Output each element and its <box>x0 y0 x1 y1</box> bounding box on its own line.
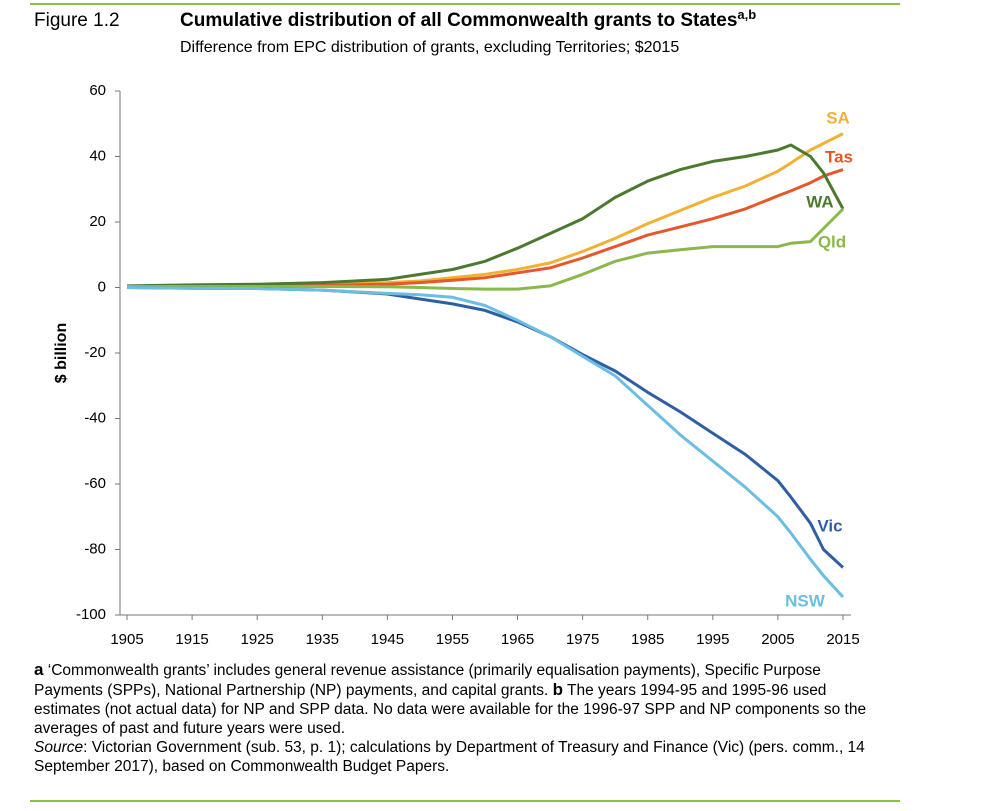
note-b-marker: b <box>552 680 564 699</box>
note-ab: a ‘Commonwealth grants’ includes general… <box>34 660 894 738</box>
note-b-text: The years 1994-95 and 1995-96 used estim… <box>34 682 867 737</box>
series-label: NSW <box>785 591 826 610</box>
x-tick-label: 1985 <box>631 631 664 648</box>
source-text: Victorian Government (sub. 53, p. 1); ca… <box>34 739 865 775</box>
title-text: Cumulative distribution of all Commonwea… <box>180 10 737 31</box>
chart: Figure 1.2 Cumulative distribution of al… <box>34 7 860 648</box>
series-label: SA <box>826 108 850 127</box>
series-line <box>126 143 845 288</box>
note-a-marker: a <box>34 660 44 679</box>
source-label: Source <box>34 739 84 756</box>
y-tick-label: 20 <box>89 213 106 230</box>
source: Source: Victorian Government (sub. 53, p… <box>34 739 865 775</box>
y-tick-label: -60 <box>84 475 106 492</box>
y-tick-label: 40 <box>89 147 106 164</box>
y-tick-label: -80 <box>84 540 106 557</box>
y-tick-label: -100 <box>76 606 106 623</box>
y-tick-label: -20 <box>84 344 106 361</box>
x-tick-label: 1905 <box>110 631 143 648</box>
x-tick-label: 1975 <box>566 631 599 648</box>
y-tick-label: -40 <box>84 409 106 426</box>
series-label: Qld <box>818 232 846 251</box>
bottom-rule <box>30 800 900 802</box>
chart-subtitle: Difference from EPC distribution of gran… <box>180 39 679 56</box>
x-tick-label: 1955 <box>436 631 469 648</box>
note-a-text: ‘Commonwealth grants’ includes general r… <box>34 662 821 699</box>
series-line <box>126 286 845 599</box>
notes: a ‘Commonwealth grants’ includes general… <box>34 660 894 776</box>
figure-label: Figure 1.2 <box>34 10 120 31</box>
x-tick-label: 1995 <box>696 631 729 648</box>
x-tick-label: 1925 <box>240 631 273 648</box>
y-tick-label: 60 <box>89 82 106 99</box>
series-line <box>126 286 845 569</box>
title-superscript: a,b <box>737 7 756 22</box>
y-tick-label: 0 <box>98 278 106 295</box>
series-label: WA <box>806 192 833 211</box>
series-label: Vic <box>817 516 842 535</box>
chart-title: Cumulative distribution of all Commonwea… <box>180 7 756 31</box>
x-tick-label: 2005 <box>761 631 794 648</box>
x-tick-label: 2015 <box>826 631 859 648</box>
series-line <box>126 168 844 289</box>
series-line <box>127 207 845 291</box>
x-tick-label: 1915 <box>175 631 208 648</box>
x-tick-label: 1945 <box>371 631 404 648</box>
top-rule <box>30 3 900 5</box>
y-axis-label: $ billion <box>53 323 70 383</box>
series-label: Tas <box>825 147 853 166</box>
x-tick-label: 1935 <box>306 631 339 648</box>
x-tick-label: 1965 <box>501 631 534 648</box>
